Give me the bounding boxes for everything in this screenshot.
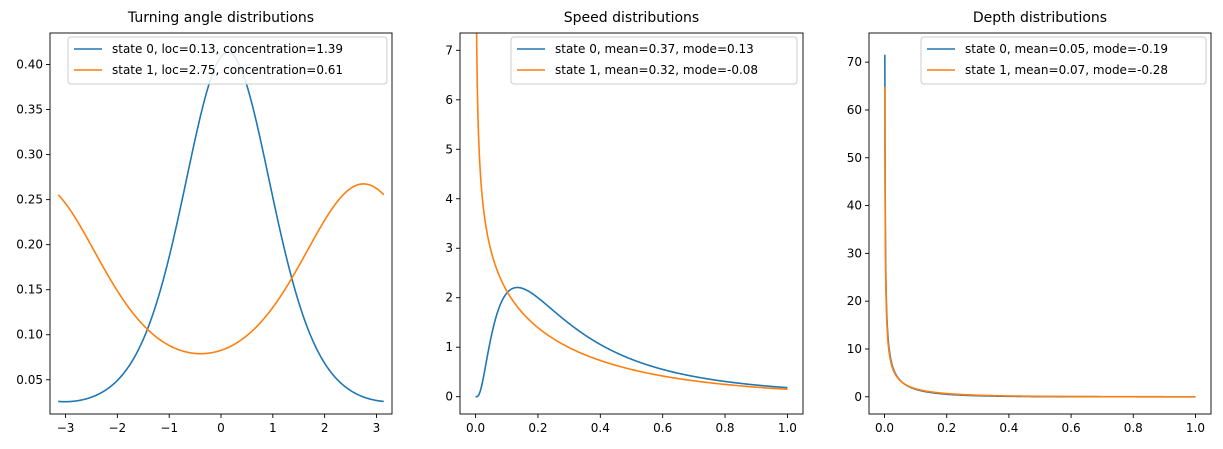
legend-label-0: state 0, mean=0.05, mode=-0.19 <box>965 42 1168 56</box>
x-tick-label: 1 <box>269 421 277 435</box>
y-tick-label: 7 <box>445 43 453 57</box>
x-tick-label: 0.8 <box>1124 421 1143 435</box>
legend: state 0, mean=0.05, mode=-0.19 state 1, m… <box>920 36 1207 85</box>
y-tick-label: 0.30 <box>16 148 43 162</box>
series-line-1 <box>57 183 385 355</box>
x-tick-label: 1.0 <box>778 421 797 435</box>
x-tick-label: 0.6 <box>653 421 672 435</box>
chart-panel-1: 0.0 0.2 0.4 0.6 0.8 1.0 0 1 2 3 4 5 6 7 Speed distribu… <box>445 10 804 435</box>
series-line-0 <box>57 51 385 403</box>
chart-title: Depth distributions <box>973 10 1107 26</box>
y-tick-label: 60 <box>847 103 862 117</box>
chart-panel-0: −3 −2 −1 0 1 2 3 0.05 0.10 0.15 0.20 0.25 0.30 0.35 0.… <box>16 10 393 435</box>
y-tick-label: 6 <box>445 93 453 107</box>
x-tick-label: 0.6 <box>1062 421 1081 435</box>
legend-label-0: state 0, mean=0.37, mode=0.13 <box>555 42 754 56</box>
series-line-0 <box>475 286 788 398</box>
x-tick-label: 0.2 <box>937 421 956 435</box>
y-tick-label: 0.15 <box>16 283 43 297</box>
x-tick-label: 0.4 <box>999 421 1018 435</box>
y-tick-label: 40 <box>847 199 862 213</box>
chart-panel-2: 0.0 0.2 0.4 0.6 0.8 1.0 0 10 20 30 40 50 60 70 Depth d… <box>847 10 1212 435</box>
legend-label-1: state 1, mean=0.32, mode=-0.08 <box>555 63 758 77</box>
y-tick-label: 20 <box>847 294 862 308</box>
y-tick-label: 4 <box>445 192 453 206</box>
legend: state 0, loc=0.13, concentration=1.39 sta… <box>67 36 388 85</box>
y-tick-label: 1 <box>445 340 453 354</box>
y-tick-label: 0.35 <box>16 103 43 117</box>
series-line-1 <box>475 33 788 391</box>
y-tick-label: 2 <box>445 291 453 305</box>
x-tick-label: −2 <box>109 421 127 435</box>
y-tick-label: 10 <box>847 342 862 356</box>
x-tick-label: 0.4 <box>591 421 610 435</box>
y-tick-label: 0.20 <box>16 238 43 252</box>
y-tick-label: 5 <box>445 142 453 156</box>
y-tick-label: 0.05 <box>16 373 43 387</box>
y-tick-label: 30 <box>847 246 862 260</box>
y-tick-label: 0.25 <box>16 193 43 207</box>
y-tick-label: 50 <box>847 151 862 165</box>
x-tick-label: 0.0 <box>875 421 894 435</box>
x-tick-label: −3 <box>57 421 75 435</box>
y-tick-label: 70 <box>847 55 862 69</box>
x-tick-label: 0.0 <box>466 421 485 435</box>
plot-area <box>49 32 393 415</box>
y-tick-label: 0.40 <box>16 58 43 72</box>
x-tick-label: 0.8 <box>715 421 734 435</box>
legend: state 0, mean=0.37, mode=0.13 state 1, me… <box>510 36 798 85</box>
plot-area <box>459 32 804 415</box>
chart-title: Turning angle distributions <box>127 10 314 26</box>
plot-area <box>868 32 1212 415</box>
x-tick-label: 2 <box>321 421 329 435</box>
x-tick-label: 0.2 <box>528 421 547 435</box>
x-tick-label: 0 <box>217 421 225 435</box>
x-tick-label: 1.0 <box>1186 421 1205 435</box>
series-line-1 <box>884 85 1196 398</box>
legend-label-0: state 0, loc=0.13, concentration=1.39 <box>112 42 343 56</box>
y-tick-label: 0 <box>445 390 453 404</box>
chart-title: Speed distributions <box>564 10 699 26</box>
x-tick-label: −1 <box>160 421 178 435</box>
x-tick-label: 3 <box>373 421 381 435</box>
y-tick-label: 3 <box>445 241 453 255</box>
series-line-0 <box>884 53 1196 398</box>
legend-label-1: state 1, mean=0.07, mode=-0.28 <box>965 63 1168 77</box>
y-tick-label: 0 <box>854 390 862 404</box>
y-tick-label: 0.10 <box>16 328 43 342</box>
legend-label-1: state 1, loc=2.75, concentration=0.61 <box>112 63 343 77</box>
